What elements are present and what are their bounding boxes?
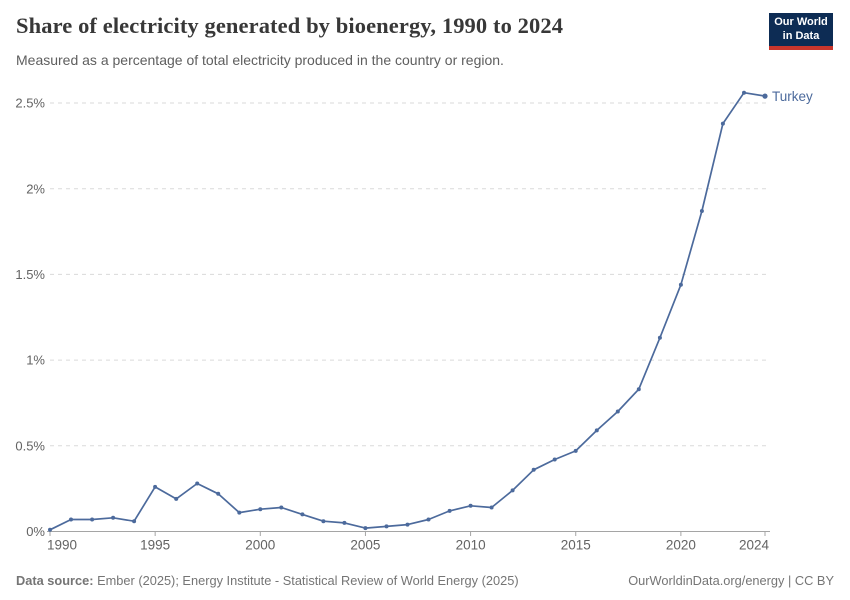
data-point[interactable] [279,505,284,510]
x-tick-label: 2015 [561,538,591,553]
data-point[interactable] [405,522,410,527]
data-points[interactable] [48,90,768,532]
data-source: Data source: Ember (2025); Energy Instit… [16,573,519,588]
data-point[interactable] [174,496,179,501]
data-point[interactable] [258,507,263,512]
data-point[interactable] [531,467,536,472]
page-title: Share of electricity generated by bioene… [16,13,564,38]
y-tick-label: 1.5% [15,267,45,282]
data-point[interactable] [237,510,242,515]
data-point[interactable] [48,527,52,532]
data-point[interactable] [90,517,95,522]
data-point[interactable] [426,517,431,522]
chart-subtitle: Measured as a percentage of total electr… [16,52,504,68]
data-point[interactable] [510,488,515,493]
data-point[interactable] [678,282,683,287]
data-point[interactable] [699,209,704,213]
data-point[interactable] [321,519,326,524]
y-gridlines [50,102,770,447]
data-point[interactable] [573,448,578,453]
data-point[interactable] [111,515,116,520]
y-tick-label: 1% [26,353,45,368]
data-point[interactable] [69,517,73,522]
owid-credit-link[interactable]: OurWorldinData.org/energy | CC BY [628,573,834,588]
data-point[interactable] [615,409,620,414]
y-tick-label: 2% [26,181,45,196]
x-tick-label: 2010 [456,538,486,553]
x-tick-label: 2024 [739,538,770,553]
data-point[interactable] [153,484,158,489]
owid-logo-line1: Our World [774,15,828,28]
data-point[interactable] [468,503,473,508]
x-tick-label: 2000 [245,538,275,553]
data-point[interactable] [720,121,725,126]
data-point[interactable] [384,524,389,529]
data-point[interactable] [636,387,641,392]
y-tick-label: 2.5% [15,96,45,111]
series-end-label[interactable]: Turkey [772,89,813,104]
data-point[interactable] [363,526,368,531]
x-tick-label: 2005 [350,538,380,553]
data-point[interactable] [657,335,662,340]
y-tick-label: 0% [26,524,45,539]
data-point[interactable] [216,491,221,496]
owid-logo[interactable]: Our World in Data [769,13,833,50]
x-axis [47,531,770,536]
data-point[interactable] [447,508,452,513]
data-point[interactable] [762,93,768,99]
data-point[interactable] [300,512,305,517]
data-source-text: Ember (2025); Energy Institute - Statist… [93,573,519,588]
data-line-turkey[interactable] [49,91,766,531]
x-axis-labels: 1990 1995 2000 2005 2010 2015 2020 2024 [47,538,769,553]
data-point[interactable] [342,520,347,525]
data-source-label: Data source: [16,573,94,588]
y-tick-label: 0.5% [15,438,45,453]
x-tick-label: 1990 [47,538,77,553]
owid-logo-line2: in Data [782,29,820,42]
chart-footer: Data source: Ember (2025); Energy Instit… [0,573,850,588]
data-point[interactable] [552,457,557,462]
y-axis-labels: 0% 0.5% 1% 1.5% 2% 2.5% [15,96,45,539]
data-point[interactable] [195,481,200,486]
x-tick-label: 2020 [666,538,696,553]
data-point[interactable] [132,519,137,524]
data-point[interactable] [742,90,746,95]
data-point[interactable] [594,428,599,433]
data-point[interactable] [489,505,494,510]
x-tick-label: 1995 [140,538,170,553]
